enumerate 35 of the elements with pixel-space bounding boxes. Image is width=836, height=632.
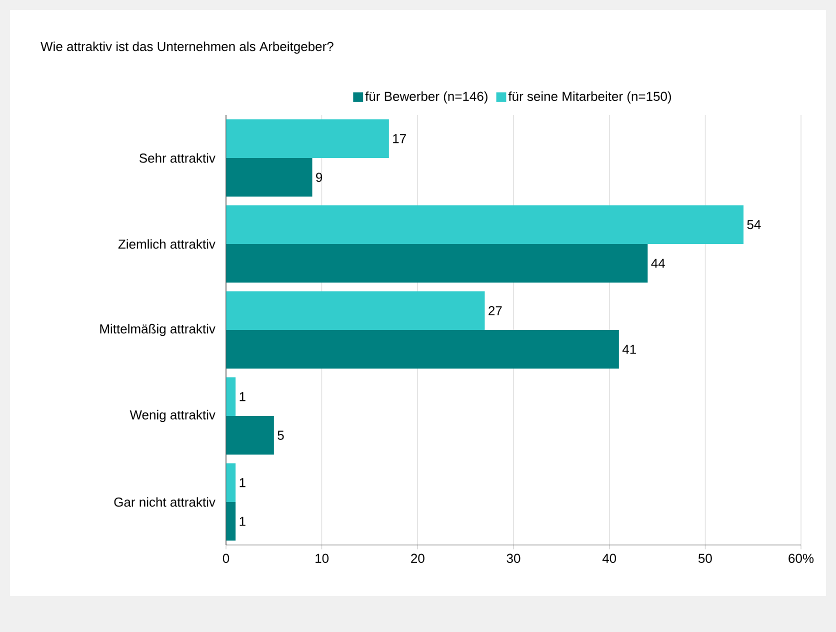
bar bbox=[226, 119, 389, 158]
y-tick-label: Wenig attraktiv bbox=[130, 410, 216, 422]
data-label: 5 bbox=[278, 430, 284, 440]
data-label: 9 bbox=[316, 172, 322, 182]
data-label: 41 bbox=[622, 344, 636, 354]
data-label: 54 bbox=[747, 220, 761, 230]
x-tick-label: 60% bbox=[788, 554, 814, 563]
x-tick-label: 40 bbox=[602, 554, 616, 563]
bar bbox=[226, 377, 236, 416]
y-tick-label: Ziemlich attraktiv bbox=[118, 239, 216, 249]
bar bbox=[226, 416, 274, 455]
y-tick-label: Gar nicht attraktiv bbox=[114, 497, 216, 507]
bar bbox=[226, 330, 619, 369]
chart-title: Wie attraktiv ist das Unternehmen als Arbeitgeber? bbox=[40, 42, 334, 54]
data-label: 1 bbox=[240, 516, 246, 526]
bar bbox=[226, 205, 744, 244]
x-tick-label: 50 bbox=[698, 554, 712, 563]
x-tick-label: 10 bbox=[316, 554, 329, 563]
data-label: 27 bbox=[488, 306, 502, 316]
y-tick-label: Mittelmäßig attraktiv bbox=[100, 324, 216, 336]
x-tick-label: 30 bbox=[506, 554, 520, 563]
legend-label: für Bewerber (n=146) bbox=[365, 91, 488, 104]
bar bbox=[226, 244, 648, 283]
legend-label: für seine Mitarbeiter (n=150) bbox=[508, 91, 671, 104]
y-tick-label: Sehr attraktiv bbox=[139, 153, 216, 163]
bar bbox=[226, 291, 485, 330]
x-tick-label: 0 bbox=[222, 554, 230, 563]
bar bbox=[226, 502, 236, 541]
data-label: 17 bbox=[393, 134, 406, 144]
data-label: 44 bbox=[651, 258, 665, 268]
data-label: 1 bbox=[240, 478, 246, 488]
bar bbox=[226, 463, 236, 502]
bar bbox=[226, 158, 312, 197]
x-tick-label: 20 bbox=[411, 554, 424, 563]
data-label: 1 bbox=[240, 392, 246, 402]
